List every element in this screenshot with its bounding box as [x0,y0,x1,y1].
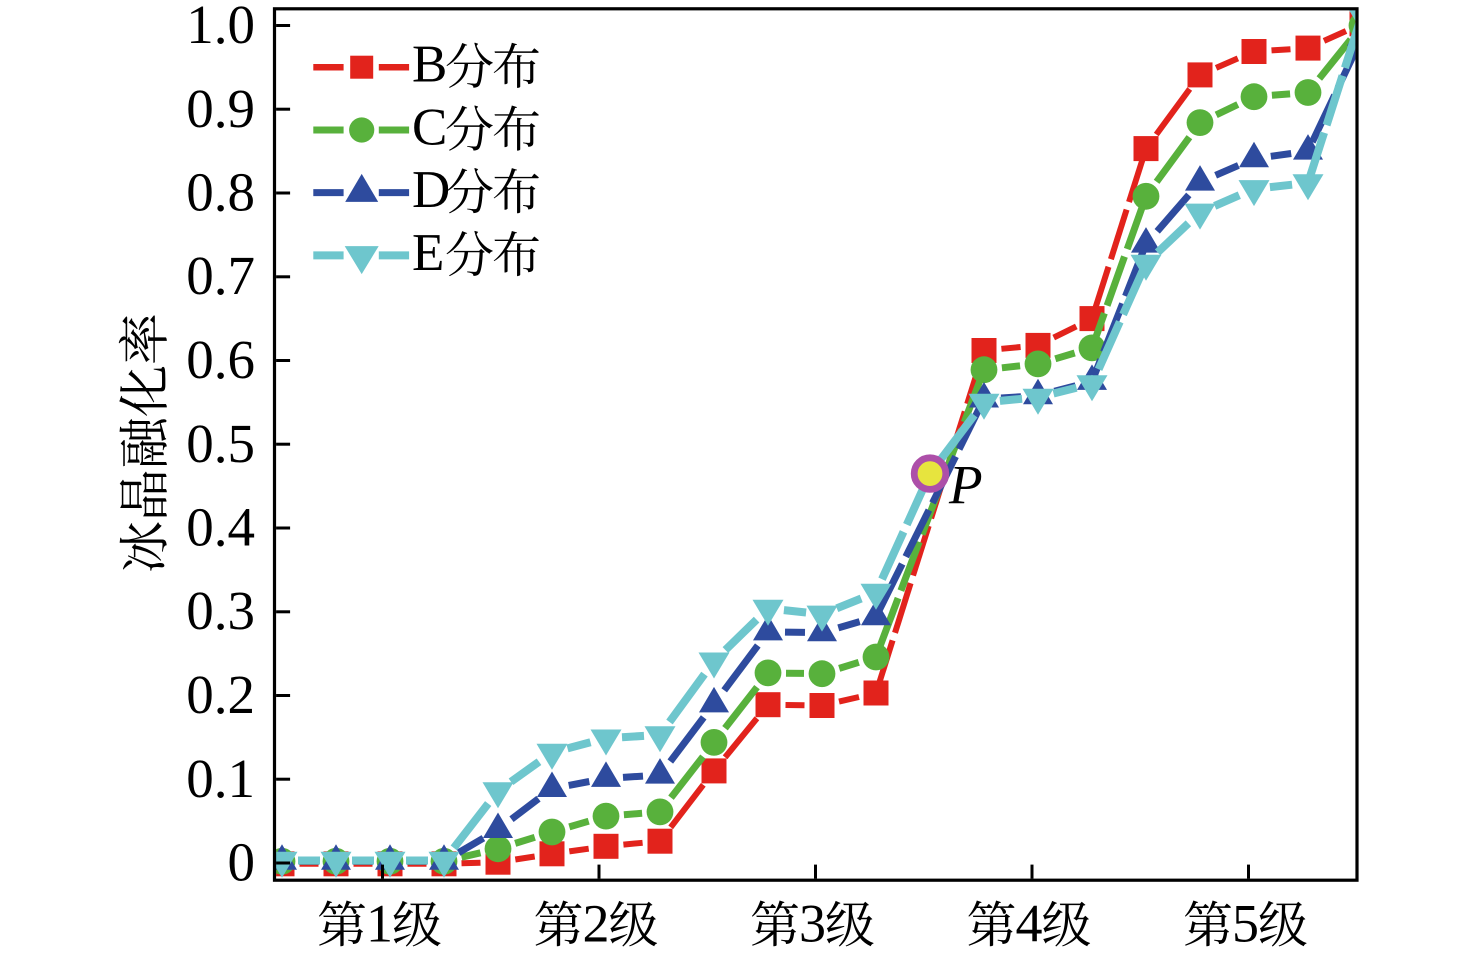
svg-text:0.6: 0.6 [186,329,255,390]
svg-text:1: 1 [366,894,393,954]
svg-text:0.4: 0.4 [186,497,255,558]
svg-text:0.7: 0.7 [186,245,255,306]
svg-text:B: B [412,36,447,94]
svg-text:C: C [412,99,447,157]
svg-text:0.8: 0.8 [186,162,255,223]
svg-text:0.2: 0.2 [186,664,255,725]
svg-text:D: D [412,161,450,219]
svg-text:0: 0 [228,832,256,893]
svg-text:4: 4 [1016,894,1043,954]
svg-text:5: 5 [1232,894,1259,954]
svg-text:0.3: 0.3 [186,580,255,641]
svg-text:P: P [948,454,983,515]
svg-text:0.5: 0.5 [186,413,255,474]
svg-text:E: E [412,224,444,282]
svg-text:2: 2 [583,894,610,954]
svg-text:1.0: 1.0 [186,0,255,55]
svg-text:0.9: 0.9 [186,78,255,139]
svg-text:3: 3 [799,894,826,954]
svg-text:0.1: 0.1 [186,748,255,809]
